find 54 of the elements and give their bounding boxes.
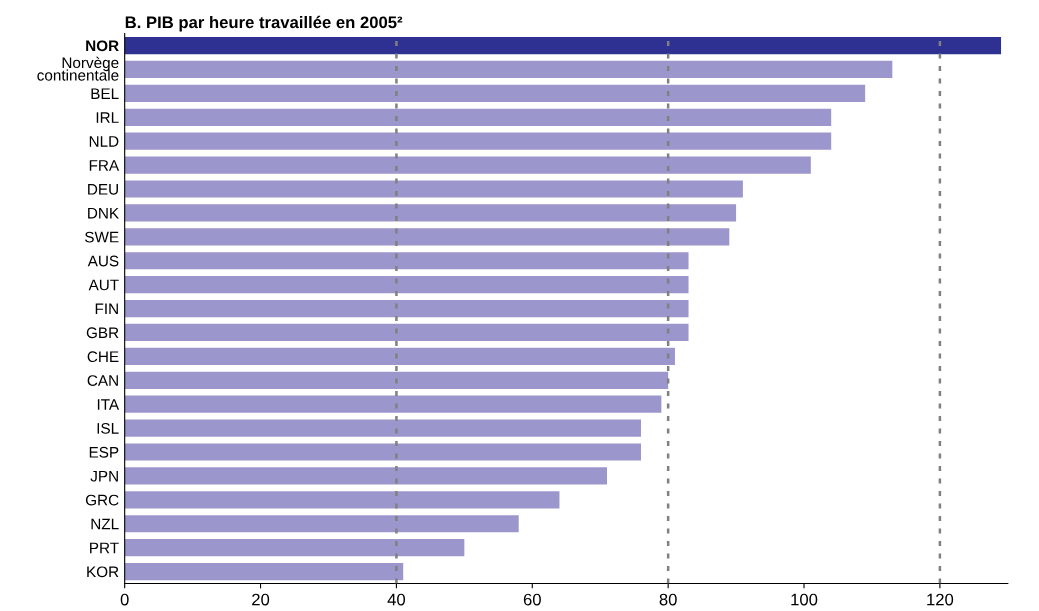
y-tick-label: Norvège continentale [37, 56, 119, 81]
x-tick-label: 60 [523, 593, 541, 606]
bar [124, 156, 811, 174]
bar [124, 467, 608, 485]
bar [124, 347, 675, 365]
x-tick-label: 20 [252, 593, 270, 606]
y-tick-label: JPN [90, 470, 118, 482]
chart-title: B. PIB par heure travaillée en 2005² [125, 15, 403, 32]
y-tick-label: ESP [89, 446, 119, 458]
y-tick-label: GBR [86, 327, 119, 339]
y-tick-label: NZL [91, 518, 119, 530]
y-tick-label: DEU [88, 184, 118, 195]
bar [124, 180, 743, 198]
y-tick-label: AUT [88, 279, 119, 291]
x-tick-label: 100 [791, 593, 818, 606]
bar [124, 84, 866, 102]
bar [124, 132, 832, 150]
bar [124, 539, 465, 557]
y-tick-label: ITA [97, 399, 120, 410]
x-tick-label: 120 [927, 593, 954, 606]
y-tick-label: ISL [97, 422, 119, 434]
y-tick-label: IRL [96, 112, 119, 123]
bar [124, 515, 519, 533]
bar [124, 276, 689, 294]
x-tick-label: 40 [387, 593, 406, 606]
y-tick-label: BEL [91, 88, 119, 99]
bar [124, 228, 730, 246]
y-tick-label: NOR [86, 40, 119, 52]
bar [124, 108, 832, 126]
y-tick-label: PRT [90, 542, 119, 554]
y-tick-label: AUS [87, 255, 119, 267]
bar [124, 60, 893, 79]
bar [124, 371, 669, 389]
bar [124, 395, 662, 413]
bar [124, 299, 689, 318]
y-tick-label: NLD [89, 136, 119, 147]
y-tick-label: CHE [87, 351, 119, 363]
bar [124, 443, 641, 461]
bar [124, 323, 689, 342]
y-tick-label: SWE [85, 231, 119, 243]
bar [124, 252, 689, 270]
y-tick-label: FRA [89, 160, 120, 171]
y-tick-label: KOR [87, 566, 119, 578]
bar [124, 419, 641, 437]
y-tick-label: GRC [85, 494, 119, 506]
bar [124, 204, 737, 222]
bar [124, 491, 560, 509]
x-tick-label: 80 [659, 593, 677, 606]
y-tick-label: DNK [88, 207, 119, 219]
bar [124, 562, 404, 581]
bar [124, 36, 1002, 55]
x-tick-label: 0 [120, 593, 129, 606]
y-tick-label: CAN [87, 375, 118, 386]
y-tick-label: FIN [95, 303, 118, 315]
